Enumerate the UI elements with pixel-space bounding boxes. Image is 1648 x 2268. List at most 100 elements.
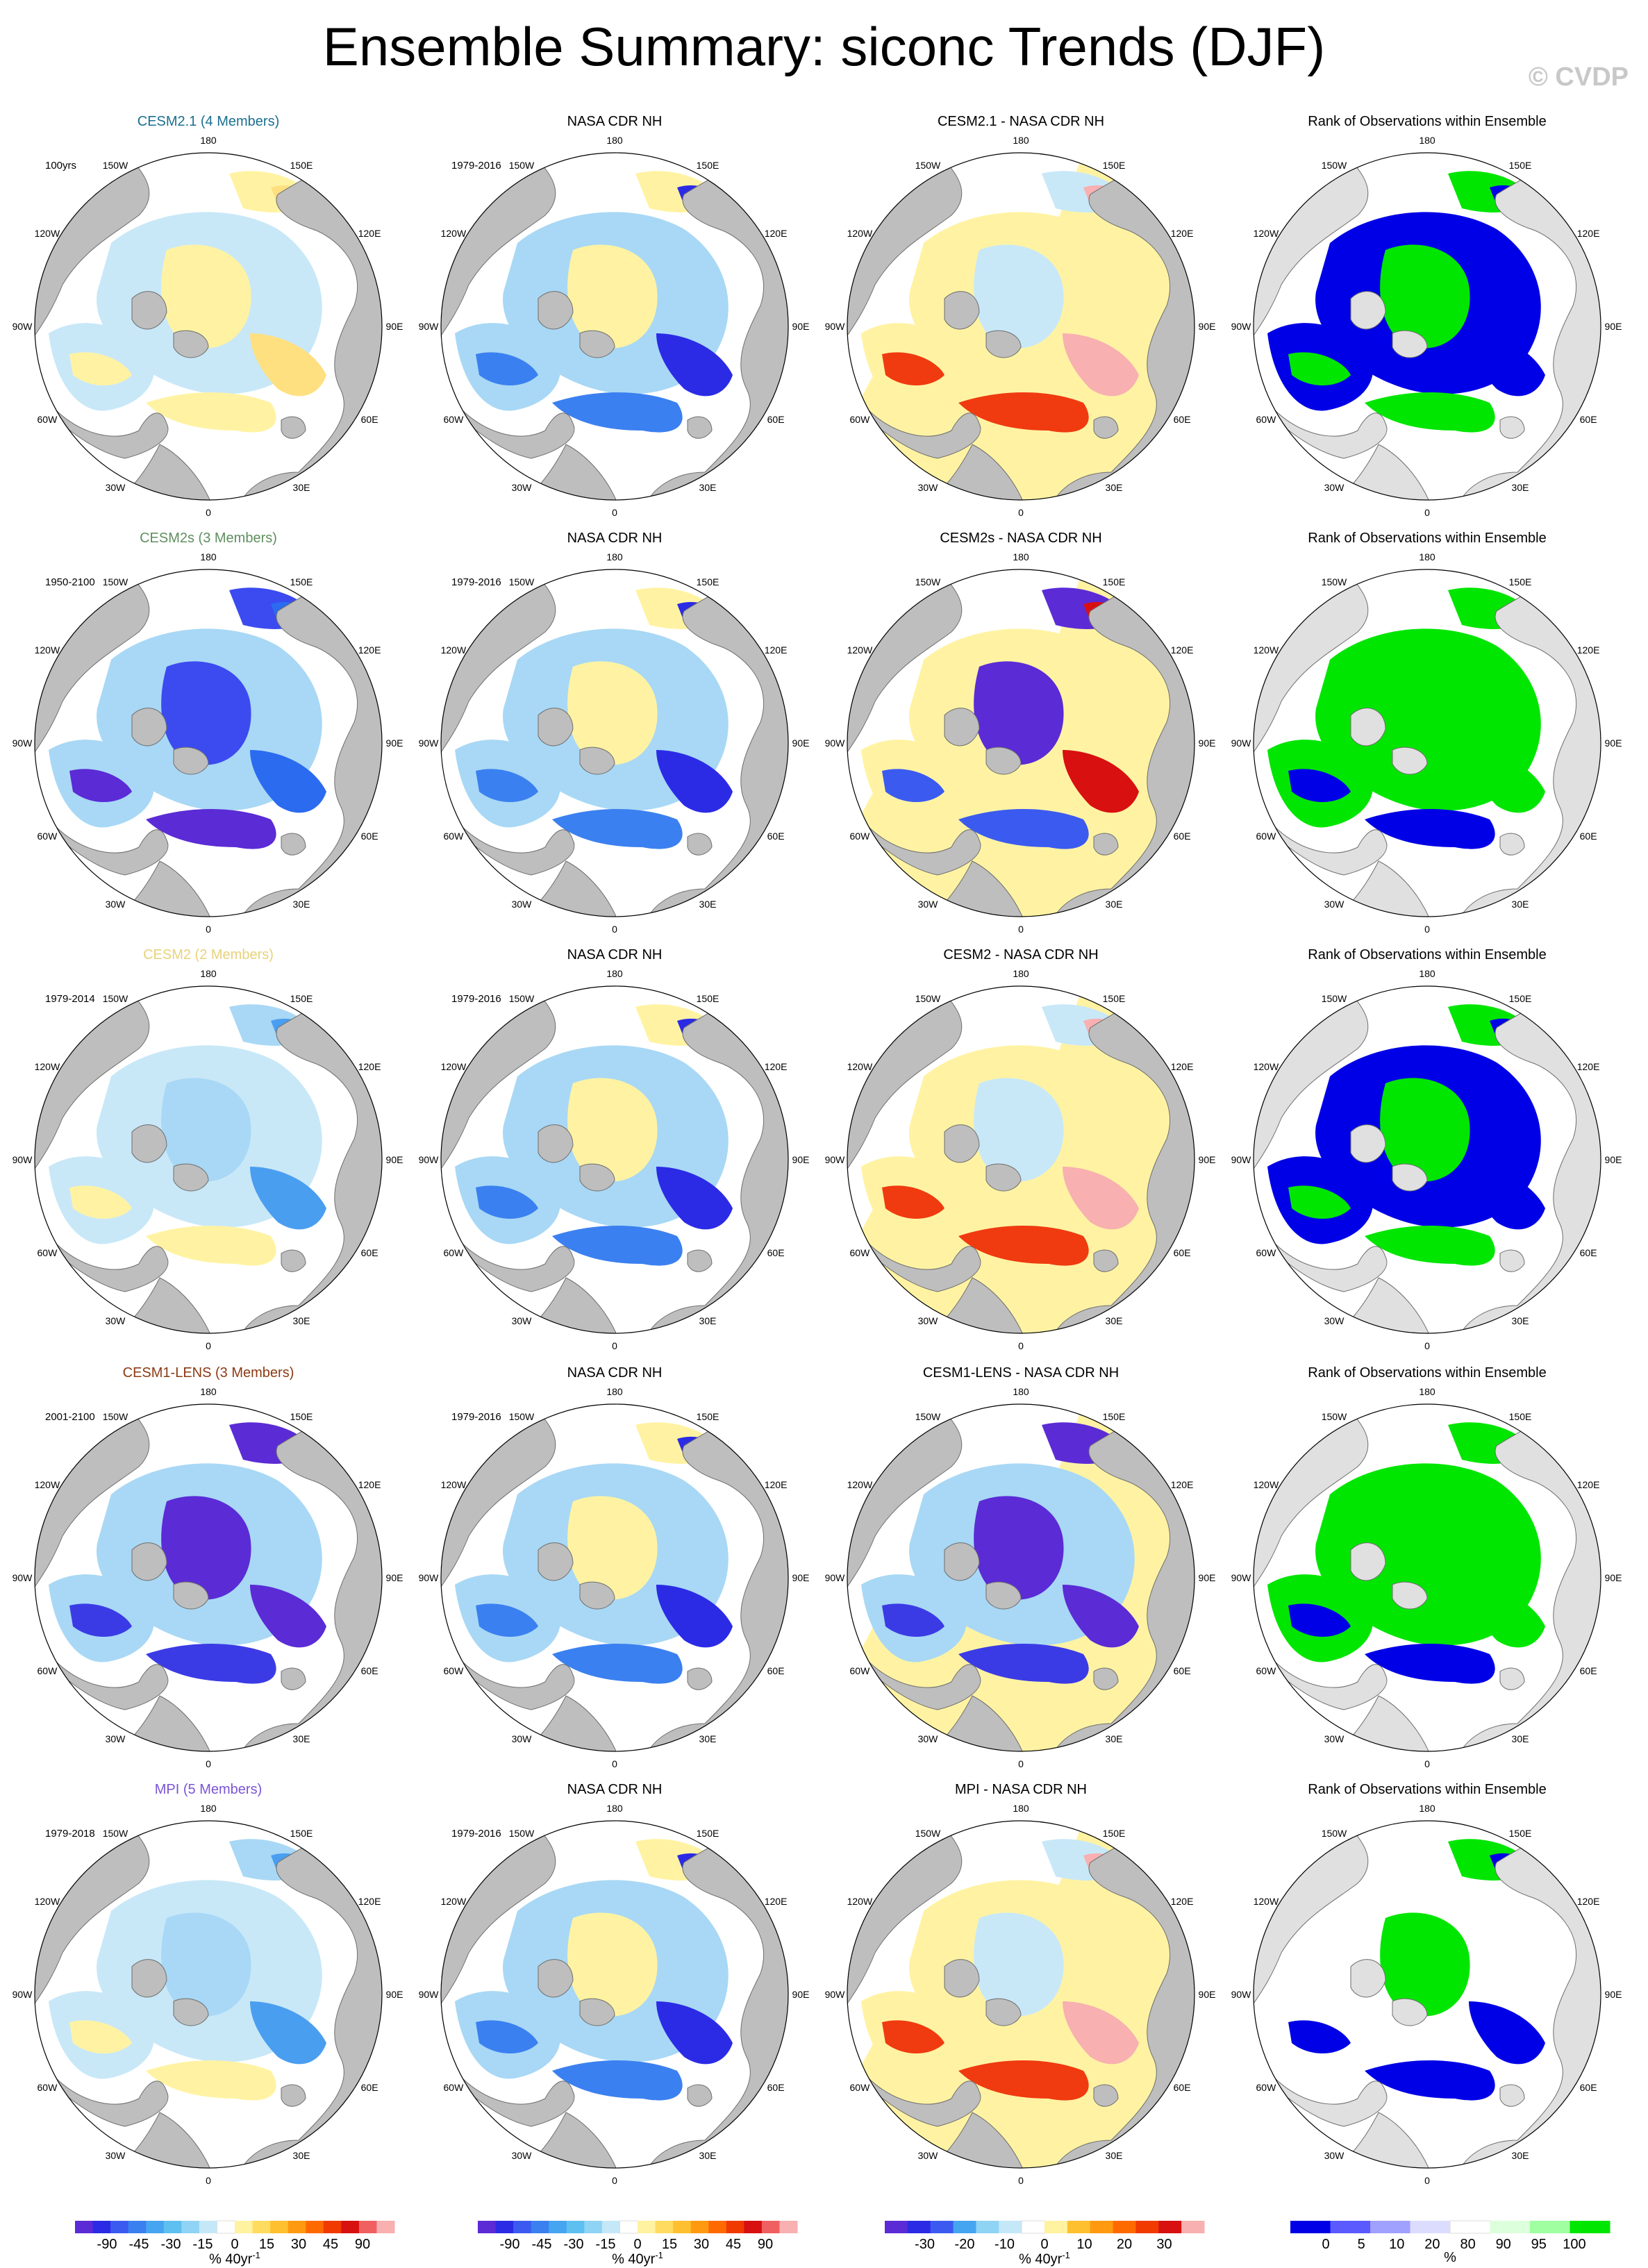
- lon-label: 60E: [767, 1665, 785, 1676]
- lon-label: 0: [1018, 1758, 1024, 1769]
- lon-label: 120E: [1577, 1896, 1600, 1907]
- colorbar-swatch: [306, 2221, 324, 2233]
- lon-label: 30E: [293, 899, 310, 910]
- panel-title: CESM2.1 (4 Members): [137, 114, 280, 129]
- colorbar-swatch: [1370, 2221, 1410, 2233]
- lon-label: 90W: [419, 1154, 440, 1165]
- lon-label: 90E: [1605, 1989, 1622, 2000]
- colorbar-swatch: [199, 2221, 217, 2233]
- colorbar-obs: -90 -45 -30 -15 0 15 30 45 90% 40yr-1: [464, 2220, 811, 2267]
- lon-label: 120W: [441, 1896, 467, 1907]
- lon-label: 90W: [1231, 1989, 1252, 2000]
- lon-label: 30W: [918, 2150, 939, 2161]
- lon-label: 90W: [13, 321, 33, 332]
- lon-label: 30W: [918, 899, 939, 910]
- lon-label: 120W: [847, 1479, 873, 1490]
- colorbar-swatch: [110, 2221, 129, 2233]
- lon-label: 90W: [13, 1989, 33, 2000]
- lon-label: 90W: [1231, 1572, 1252, 1583]
- colorbar-unit-exponent: -1: [1062, 2250, 1070, 2260]
- colorbar-tick: 90: [355, 2237, 370, 2252]
- colorbar-swatch: [726, 2221, 744, 2233]
- lon-label: 0: [612, 507, 617, 518]
- colorbar-unit: % 40yr-1: [464, 2250, 811, 2268]
- map-boundary: [34, 1403, 383, 1752]
- lon-label: 180: [1013, 1386, 1029, 1397]
- colorbar-tick: 0: [633, 2237, 641, 2252]
- lon-label: 90W: [1231, 737, 1252, 749]
- map-boundary: [1253, 1820, 1601, 2169]
- map-panel-diff: CESM1-LENS - NASA CDR NH 180 150E 120E 90E 60…: [819, 1365, 1222, 1772]
- lon-label: 150W: [103, 576, 128, 587]
- colorbar-swatch: [146, 2221, 165, 2233]
- colorbar-unit: % 40yr-1: [61, 2250, 408, 2268]
- lon-label: 180: [200, 968, 217, 979]
- lon-label: 90E: [1199, 737, 1216, 749]
- lon-label: 30E: [1512, 2150, 1529, 2161]
- lon-label: 120W: [847, 228, 873, 239]
- lon-label: 60E: [767, 831, 785, 842]
- lon-label: 30E: [699, 482, 717, 493]
- lon-label: 30E: [1106, 1733, 1123, 1744]
- map-field: [441, 1821, 788, 2168]
- lon-label: 120E: [765, 644, 788, 656]
- colorbar-swatch: [907, 2221, 931, 2233]
- colorbar-swatch: [1113, 2221, 1136, 2233]
- map-panel-model: CESM2s (3 Members) 1950-2100 180 150E 120E 90…: [7, 531, 410, 937]
- panel-title: CESM1-LENS - NASA CDR NH: [922, 1365, 1120, 1381]
- lon-label: 180: [1013, 135, 1029, 146]
- lon-label: 30W: [512, 2150, 533, 2161]
- lon-label: 120W: [1254, 1061, 1279, 1072]
- polar-map: 180 150E 120E 90E 60E 30E 0 30W 60W 90W 120W 150W: [13, 551, 403, 935]
- colorbar-diff: -30 -20 -10 0 10 20 30% 40yr-1: [871, 2220, 1218, 2267]
- colorbar-swatch: [1570, 2221, 1610, 2233]
- map-panel-rank: Rank of Observations within Ensemble 180 1…: [1226, 947, 1629, 1354]
- colorbar-unit: % 40yr-1: [871, 2250, 1218, 2268]
- colorbar-tick: 80: [1460, 2237, 1475, 2252]
- panel-title: CESM2 (2 Members): [143, 947, 274, 962]
- lon-label: 120W: [441, 1479, 467, 1490]
- lon-label: 60W: [1256, 414, 1277, 425]
- colorbar-swatch: [638, 2221, 656, 2233]
- colorbar-swatch: [341, 2221, 360, 2233]
- lon-label: 120E: [358, 1896, 381, 1907]
- lon-label: 150E: [1509, 1411, 1532, 1422]
- colorbar-swatch: [323, 2221, 342, 2233]
- lon-label: 120W: [35, 1061, 60, 1072]
- lon-label: 30W: [106, 2150, 126, 2161]
- colorbar-swatch: [92, 2221, 111, 2233]
- lon-label: 90W: [419, 321, 440, 332]
- polar-map: 180 150E 120E 90E 60E 30E 0 30W 60W 90W 120W 150W: [825, 1386, 1216, 1769]
- colorbar-tick: -30: [161, 2237, 181, 2252]
- panel-title: Rank of Observations within Ensemble: [1308, 1365, 1547, 1381]
- colorbar-swatch: [885, 2221, 908, 2233]
- lon-label: 90E: [1199, 321, 1216, 332]
- map-field: [1254, 1821, 1601, 2168]
- lon-label: 150W: [915, 1411, 941, 1422]
- colorbar-tick: 20: [1424, 2237, 1440, 2252]
- lon-label: 60W: [850, 1665, 871, 1676]
- map-field: [1254, 1404, 1601, 1751]
- polar-map: 180 150E 120E 90E 60E 30E 0 30W 60W 90W 120W 150W: [13, 1386, 403, 1769]
- lon-label: 60W: [850, 1247, 871, 1258]
- lon-label: 150W: [915, 1828, 941, 1839]
- lon-label: 90W: [419, 1989, 440, 2000]
- colorbar-swatch: [216, 2220, 236, 2234]
- colorbar-swatch: [566, 2221, 585, 2233]
- map-boundary: [1253, 152, 1601, 501]
- lon-label: 0: [612, 1758, 617, 1769]
- lon-label: 180: [1419, 1803, 1435, 1814]
- lon-label: 150E: [290, 576, 313, 587]
- colorbar-swatches: -90 -45 -30 -15 0 15 30 45 90: [478, 2220, 798, 2252]
- colorbar-unit: %: [1276, 2250, 1624, 2266]
- lon-label: 150W: [509, 160, 535, 171]
- map-panel-obs: NASA CDR NH 1979-2016 180 150E 120E 90E 60E 30E…: [413, 1782, 816, 2189]
- map-panel-diff: MPI - NASA CDR NH 180 150E 120E 90E 60E 30E 0 30…: [819, 1782, 1222, 2189]
- colorbar-tick: 10: [1076, 2237, 1092, 2252]
- map-panel-diff: CESM2 - NASA CDR NH 180 150E 120E 90E 60E 30E 0…: [819, 947, 1222, 1354]
- colorbar-swatch: [1158, 2221, 1182, 2233]
- colorbar-swatch: [513, 2221, 532, 2233]
- colorbar-unit-exponent: -1: [252, 2250, 260, 2260]
- lon-label: 180: [1419, 135, 1435, 146]
- lon-label: 150W: [915, 160, 941, 171]
